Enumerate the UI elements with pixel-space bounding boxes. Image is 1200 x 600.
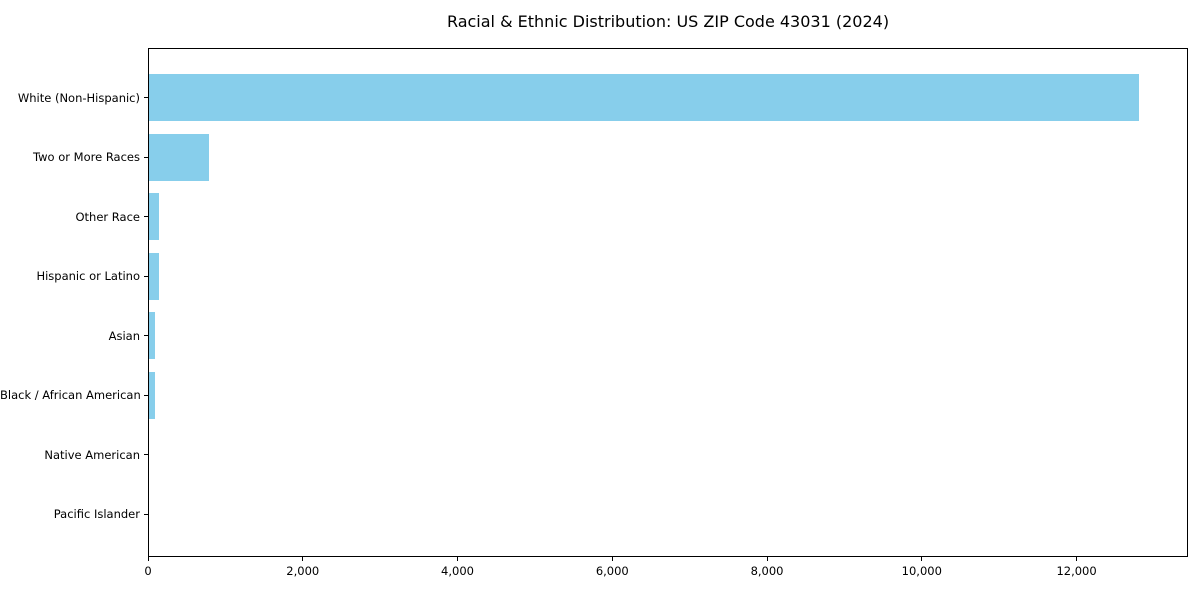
x-axis-tick xyxy=(766,557,768,561)
x-axis-tick xyxy=(147,557,149,561)
y-axis-tick xyxy=(144,513,148,515)
y-axis-tick xyxy=(144,454,148,455)
x-axis-tick xyxy=(1076,557,1078,561)
y-tick-label: Asian xyxy=(108,328,140,343)
bar xyxy=(149,252,159,300)
y-tick-label: White (Non-Hispanic) xyxy=(17,90,140,105)
x-axis-tick xyxy=(302,557,304,561)
chart-title: Racial & Ethnic Distribution: US ZIP Cod… xyxy=(446,12,890,31)
x-axis-tick xyxy=(921,557,923,561)
x-tick-label: 10,000 xyxy=(901,564,942,578)
x-tick-label: 0 xyxy=(144,564,152,578)
y-tick-label: Pacific Islander xyxy=(53,507,140,521)
y-axis-tick xyxy=(144,97,148,98)
y-tick-label: Two or More Races xyxy=(33,150,140,164)
x-tick-label: 6,000 xyxy=(595,564,629,578)
bar xyxy=(149,193,159,240)
y-axis-tick xyxy=(144,394,148,396)
y-axis-tick xyxy=(144,156,148,158)
y-tick-label: Black / African American xyxy=(0,388,141,402)
x-axis-tick xyxy=(611,557,613,561)
bar xyxy=(149,312,155,359)
x-tick-label: 2,000 xyxy=(286,564,320,578)
plot-area xyxy=(148,48,1188,557)
y-axis-tick xyxy=(144,335,148,336)
x-tick-label: 12,000 xyxy=(1056,564,1097,578)
x-tick-label: 4,000 xyxy=(441,564,474,578)
bar xyxy=(149,371,155,419)
bar xyxy=(149,133,209,181)
y-tick-label: Native American xyxy=(44,447,140,462)
y-axis-tick xyxy=(144,275,148,277)
y-tick-label: Other Race xyxy=(75,209,141,224)
bar xyxy=(149,74,1139,121)
x-tick-label: 8,000 xyxy=(750,564,784,578)
x-axis-tick xyxy=(457,557,459,561)
y-tick-label: Hispanic or Latino xyxy=(36,269,140,283)
y-axis-tick xyxy=(144,216,148,217)
